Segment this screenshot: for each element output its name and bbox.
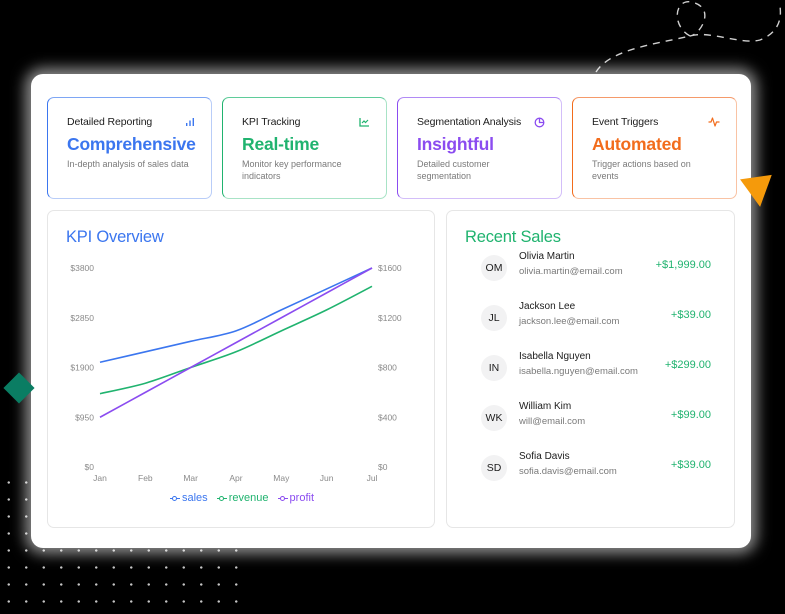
x-axis-tick: Apr (229, 473, 242, 483)
customer-email: olivia.martin@email.com (519, 266, 623, 277)
avatar: OM (481, 255, 507, 281)
x-axis-tick: Jan (93, 473, 107, 483)
customer-email: sofia.davis@email.com (519, 466, 617, 477)
sale-row[interactable]: OM Olivia Martin olivia.martin@email.com +$… (481, 251, 711, 291)
feature-card-kpi-tracking[interactable]: KPI Tracking Real-time Monitor key perfo… (222, 97, 387, 199)
activity-icon (708, 117, 720, 127)
right-axis-tick: $800 (378, 363, 397, 373)
card-title: Detailed Reporting (67, 116, 153, 128)
card-value: Automated (592, 134, 682, 154)
kpi-overview-card: KPI Overview $0 $950 $1900 $2850 $3800 $0 $400… (47, 210, 435, 528)
avatar: IN (481, 355, 507, 381)
left-axis-tick: $3800 (70, 263, 94, 273)
x-axis-tick: Jun (320, 473, 334, 483)
card-title: KPI Tracking (242, 116, 301, 128)
feature-card-detailed-reporting[interactable]: Detailed Reporting Comprehensive In-dept… (47, 97, 212, 199)
left-axis-tick: $950 (75, 412, 94, 422)
x-axis-tick: Feb (138, 473, 153, 483)
series-line-profit[interactable] (99, 267, 373, 418)
avatar: WK (481, 405, 507, 431)
x-axis-tick: May (273, 473, 290, 483)
left-axis-tick: $2850 (70, 313, 94, 323)
sale-row[interactable]: JL Jackson Lee jackson.lee@email.com +$39.0… (481, 301, 711, 341)
right-axis-tick: $1600 (378, 263, 402, 273)
feature-card-event-triggers[interactable]: Event Triggers Automated Trigger actions… (572, 97, 737, 199)
card-value: Real-time (242, 134, 319, 154)
decorative-diamond (3, 372, 35, 404)
legend-item-profit[interactable]: profit (277, 492, 314, 504)
sale-amount: +$39.00 (670, 309, 711, 321)
legend-item-sales[interactable]: sales (169, 492, 208, 504)
sale-row[interactable]: WK William Kim will@email.com +$99.00 (481, 401, 711, 441)
legend-marker-icon (216, 495, 227, 501)
series-line-revenue[interactable] (99, 285, 373, 395)
customer-name: Jackson Lee (519, 301, 576, 312)
customer-email: isabella.nguyen@email.com (519, 366, 638, 377)
card-description: Monitor key performance indicators (242, 159, 342, 181)
sale-amount: +$299.00 (664, 359, 711, 371)
legend-marker-icon (169, 495, 180, 501)
kpi-line-chart[interactable]: $0 $950 $1900 $2850 $3800 $0 $400 $800 $1200 $160… (48, 211, 436, 529)
right-axis-tick: $400 (378, 412, 397, 422)
left-axis-tick: $1900 (70, 363, 94, 373)
line-chart-icon (359, 117, 370, 127)
pie-chart-icon (534, 117, 545, 128)
card-title: Segmentation Analysis (417, 116, 522, 128)
feature-card-segmentation-analysis[interactable]: Segmentation Analysis Insightful Detaile… (397, 97, 562, 199)
x-axis-tick: Mar (183, 473, 198, 483)
x-axis-tick: Jul (367, 473, 378, 483)
customer-name: William Kim (519, 401, 572, 412)
customer-name: Sofia Davis (519, 451, 570, 462)
card-value: Insightful (417, 134, 494, 154)
customer-email: will@email.com (519, 416, 586, 427)
card-description: In-depth analysis of sales data (67, 159, 189, 169)
card-description: Detailed customer segmentation (417, 159, 490, 181)
legend-item-revenue[interactable]: revenue (216, 492, 268, 504)
card-value: Comprehensive (67, 134, 196, 154)
avatar: JL (481, 305, 507, 331)
customer-email: jackson.lee@email.com (519, 316, 620, 327)
recent-sales-card: Recent Sales OM Olivia Martin olivia.marti… (446, 210, 735, 528)
series-line-sales[interactable] (99, 267, 373, 364)
sale-amount: +$1,999.00 (655, 259, 711, 271)
decorative-triangle (740, 174, 776, 210)
sale-row[interactable]: IN Isabella Nguyen isabella.nguyen@email.c… (481, 351, 711, 391)
sale-amount: +$39.00 (670, 459, 711, 471)
recent-sales-title: Recent Sales (465, 228, 561, 246)
left-axis-tick: $0 (85, 462, 95, 472)
customer-name: Olivia Martin (519, 251, 575, 262)
avatar: SD (481, 455, 507, 481)
right-axis-tick: $0 (378, 462, 388, 472)
chart-legend: sales revenue profit (48, 492, 436, 504)
decorative-dashed-loop (595, 0, 782, 73)
sale-amount: +$99.00 (670, 409, 711, 421)
card-description: Trigger actions based on events (592, 159, 691, 181)
bar-chart-icon (185, 117, 195, 127)
card-title: Event Triggers (592, 116, 659, 128)
right-axis-tick: $1200 (378, 313, 402, 323)
sale-row[interactable]: SD Sofia Davis sofia.davis@email.com +$39.0… (481, 451, 711, 491)
kpi-overview-title: KPI Overview (66, 228, 164, 246)
customer-name: Isabella Nguyen (519, 351, 591, 362)
legend-marker-icon (277, 495, 288, 501)
